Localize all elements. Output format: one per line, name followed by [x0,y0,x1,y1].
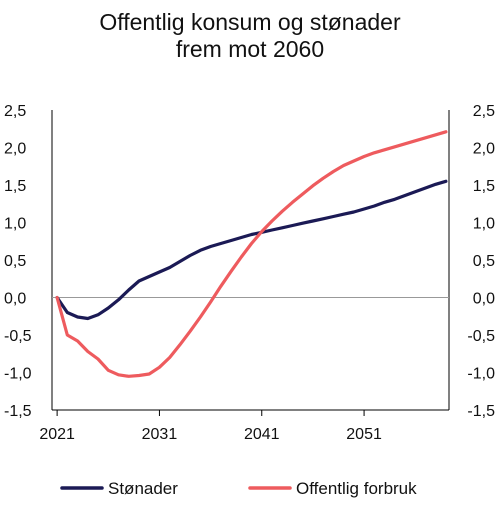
x-axis: 2021 2031 2041 2051 [39,409,449,443]
y-tick-label-left: -1,0 [4,366,32,383]
series-line-offentlig-forbruk [55,130,448,378]
y-tick-label-right: -1,5 [467,403,495,420]
x-tick-label: 2041 [244,426,280,443]
legend-label: Offentlig forbruk [296,479,417,498]
y-tick-label-right: -1,0 [467,366,495,383]
y-tick-label-left: 0,5 [4,253,26,270]
y-tick-label-right: 2,0 [473,141,495,158]
chart-subtitle: frem mot 2060 [176,36,324,62]
x-tick-label: 2021 [39,426,75,443]
legend: Stønader Offentlig forbruk [60,479,417,498]
y-tick-label-left: 0,0 [4,291,26,308]
series-line-stonader [55,179,448,321]
legend-item: Offentlig forbruk [248,479,417,498]
y-tick-label-left: 2,5 [4,103,26,120]
right-y-axis: 2,5 2,0 1,5 1,0 0,5 0,0 -0,5 -1,0 -1,5 [448,103,495,420]
y-tick-label-left: 2,0 [4,141,26,158]
series-lines [55,130,448,378]
legend-label: Stønader [108,479,178,498]
chart-title: Offentlig konsum og stønader [99,9,401,35]
y-tick-label-right: 0,0 [473,291,495,308]
y-tick-label-left: -1,5 [4,403,32,420]
y-tick-label-right: -0,5 [467,328,495,345]
legend-item: Stønader [60,479,178,498]
y-tick-label-right: 1,0 [473,216,495,233]
x-tick-label: 2031 [142,426,178,443]
y-tick-label-right: 0,5 [473,253,495,270]
y-tick-label-right: 2,5 [473,103,495,120]
y-tick-label-right: 1,5 [473,178,495,195]
y-tick-label-left: -0,5 [4,328,32,345]
x-tick-label: 2051 [346,426,382,443]
y-tick-label-left: 1,0 [4,216,26,233]
y-tick-label-left: 1,5 [4,178,26,195]
left-y-axis: 2,5 2,0 1,5 1,0 0,5 0,0 -0,5 -1,0 -1,5 [4,103,53,420]
